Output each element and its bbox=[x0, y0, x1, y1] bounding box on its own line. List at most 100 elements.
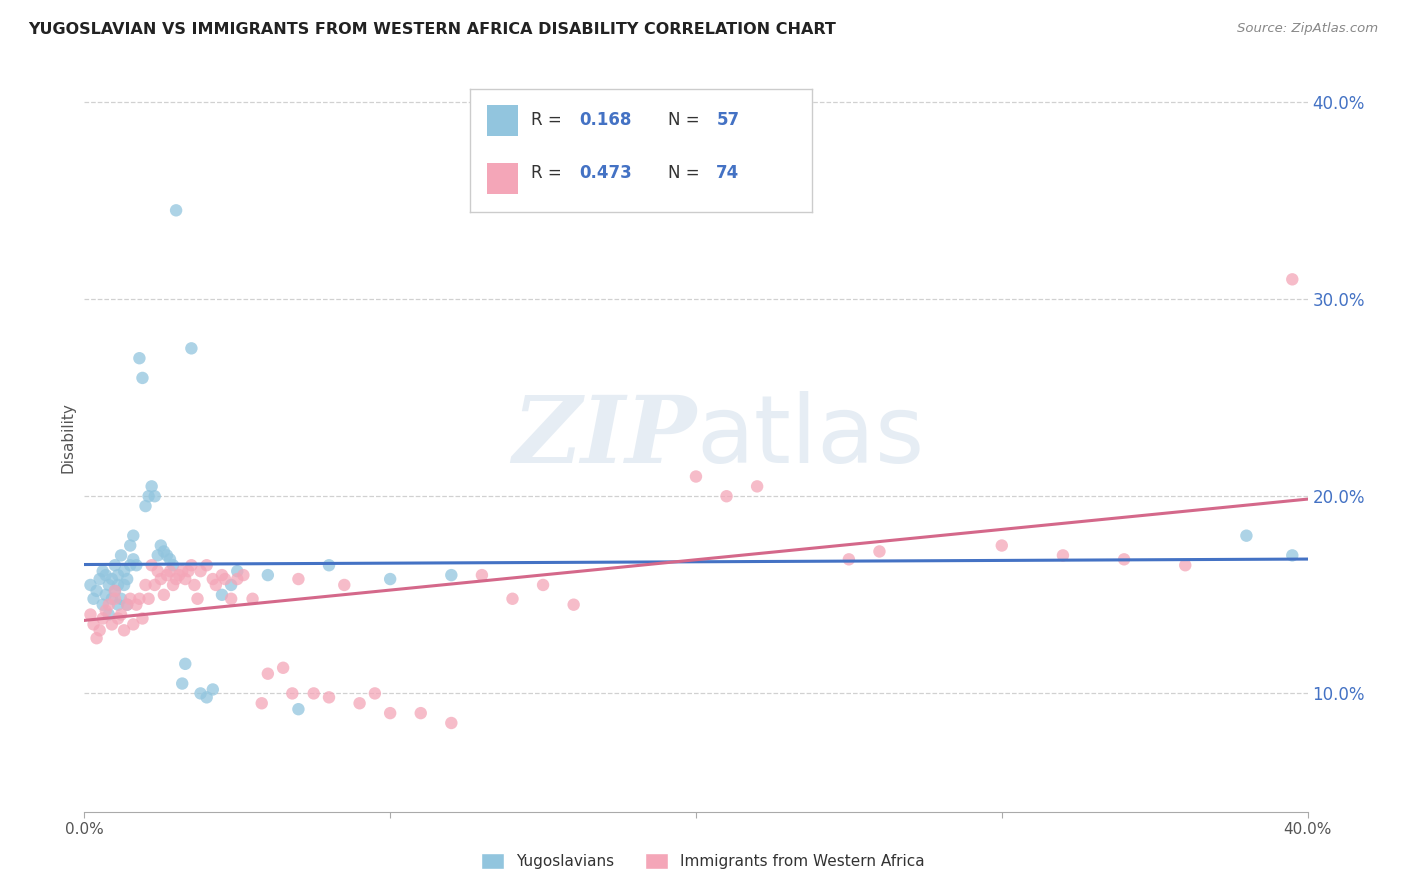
Point bbox=[97, 598, 120, 612]
Point bbox=[162, 578, 184, 592]
Point bbox=[172, 564, 194, 578]
Point bbox=[107, 611, 129, 625]
Point bbox=[205, 578, 228, 592]
Point bbox=[107, 578, 129, 592]
Point bbox=[195, 558, 218, 573]
Point bbox=[104, 583, 127, 598]
Point bbox=[94, 588, 117, 602]
Point bbox=[1281, 272, 1303, 286]
Point bbox=[502, 591, 524, 606]
Point bbox=[287, 572, 309, 586]
Point bbox=[257, 568, 280, 582]
Point bbox=[141, 558, 163, 573]
Point bbox=[165, 572, 187, 586]
Point bbox=[165, 203, 187, 218]
Point bbox=[380, 572, 402, 586]
Point bbox=[201, 682, 224, 697]
Point bbox=[186, 591, 208, 606]
Point bbox=[125, 558, 148, 573]
Point bbox=[440, 568, 463, 582]
Point bbox=[287, 702, 309, 716]
Point bbox=[440, 716, 463, 731]
Point bbox=[86, 631, 108, 645]
Point bbox=[257, 666, 280, 681]
Point bbox=[531, 578, 554, 592]
Point bbox=[281, 686, 304, 700]
Text: ZIP: ZIP bbox=[512, 392, 696, 482]
Point bbox=[1052, 549, 1074, 563]
Point bbox=[1236, 529, 1258, 543]
Point bbox=[122, 552, 145, 566]
Point bbox=[125, 598, 148, 612]
Point bbox=[138, 591, 160, 606]
Point bbox=[471, 568, 494, 582]
Point bbox=[716, 489, 738, 503]
Point bbox=[104, 558, 127, 573]
Point bbox=[135, 499, 157, 513]
Point bbox=[120, 558, 142, 573]
Point bbox=[685, 469, 707, 483]
Point bbox=[128, 591, 150, 606]
Point bbox=[219, 591, 242, 606]
Point bbox=[869, 544, 891, 558]
Point bbox=[112, 624, 135, 638]
Point bbox=[159, 552, 181, 566]
Point bbox=[91, 564, 114, 578]
Point bbox=[89, 624, 111, 638]
Point bbox=[86, 583, 108, 598]
Point bbox=[83, 591, 105, 606]
Point bbox=[174, 572, 197, 586]
Point bbox=[211, 588, 233, 602]
Point bbox=[135, 578, 157, 592]
Point bbox=[747, 479, 769, 493]
Point bbox=[380, 706, 402, 720]
Point bbox=[131, 611, 153, 625]
Point bbox=[104, 591, 127, 606]
Point bbox=[349, 696, 371, 710]
Point bbox=[83, 617, 105, 632]
Point bbox=[94, 604, 117, 618]
Point bbox=[143, 489, 166, 503]
Point bbox=[94, 568, 117, 582]
Point bbox=[242, 591, 264, 606]
Point bbox=[107, 568, 129, 582]
Point bbox=[195, 690, 218, 705]
Point bbox=[211, 568, 233, 582]
Legend: Yugoslavians, Immigrants from Western Africa: Yugoslavians, Immigrants from Western Af… bbox=[475, 847, 931, 875]
Point bbox=[115, 572, 138, 586]
Point bbox=[104, 583, 127, 598]
Point bbox=[1114, 552, 1136, 566]
Point bbox=[101, 591, 124, 606]
Point bbox=[183, 578, 205, 592]
Point bbox=[562, 598, 585, 612]
Point bbox=[1174, 558, 1197, 573]
Point bbox=[1281, 549, 1303, 563]
Y-axis label: Disability: Disability bbox=[60, 401, 76, 473]
Point bbox=[97, 578, 120, 592]
Point bbox=[409, 706, 432, 720]
Text: YUGOSLAVIAN VS IMMIGRANTS FROM WESTERN AFRICA DISABILITY CORRELATION CHART: YUGOSLAVIAN VS IMMIGRANTS FROM WESTERN A… bbox=[28, 22, 837, 37]
Point bbox=[190, 564, 212, 578]
Point bbox=[250, 696, 273, 710]
Point bbox=[190, 686, 212, 700]
Point bbox=[112, 578, 135, 592]
Point bbox=[219, 578, 242, 592]
Point bbox=[138, 489, 160, 503]
Point bbox=[143, 578, 166, 592]
Point bbox=[156, 549, 179, 563]
Point bbox=[226, 572, 249, 586]
Point bbox=[333, 578, 356, 592]
Point bbox=[364, 686, 387, 700]
Point bbox=[122, 617, 145, 632]
Point bbox=[149, 539, 172, 553]
Point bbox=[120, 591, 142, 606]
Point bbox=[214, 572, 236, 586]
Point bbox=[153, 588, 176, 602]
Point bbox=[318, 690, 340, 705]
Point bbox=[180, 558, 202, 573]
Point bbox=[122, 529, 145, 543]
Point bbox=[112, 564, 135, 578]
Point bbox=[991, 539, 1014, 553]
Point bbox=[271, 661, 294, 675]
Point bbox=[153, 544, 176, 558]
